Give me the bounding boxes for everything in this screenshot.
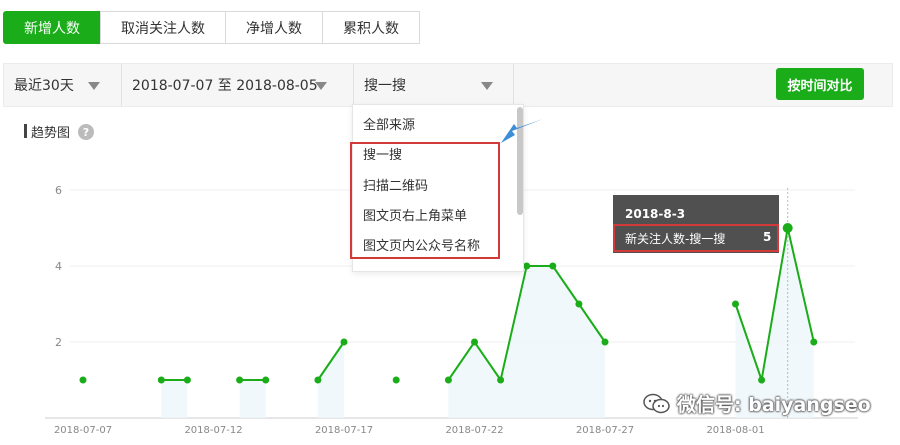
dropdown-item-article-account-name[interactable]: 图文页内公众号名称 (363, 239, 481, 254)
y-tick-label: 4 (55, 260, 62, 273)
x-tick-label: 2018-07-27 (576, 425, 634, 436)
data-point (444, 376, 452, 384)
section-title: 趋势图 (31, 126, 71, 141)
dropdown-item-search[interactable]: 搜一搜 (363, 148, 403, 163)
data-point (549, 262, 557, 270)
data-point (471, 338, 478, 346)
tooltip-value: 5 (763, 230, 772, 244)
watermark: 微信号: baiyangseo (643, 390, 871, 417)
date-range-picker[interactable]: 2018-07-07 至 2018-08-05 (122, 64, 354, 106)
data-point (497, 376, 505, 384)
data-point (392, 376, 400, 384)
series-line (734, 227, 815, 381)
x-tick-label: 2018-08-01 (706, 425, 764, 436)
x-tick-label: 2018-07-22 (445, 425, 503, 436)
source-select[interactable]: 搜一搜 (354, 64, 514, 106)
tab-new-followers[interactable]: 新增人数 (3, 11, 101, 44)
period-select[interactable]: 最近30天 (4, 64, 122, 106)
data-point (183, 376, 191, 384)
series-area (317, 342, 344, 418)
data-point (810, 338, 818, 346)
y-tick-label: 6 (55, 184, 62, 197)
chevron-down-icon (315, 82, 327, 90)
highlight-box (350, 142, 500, 259)
series-area (735, 228, 814, 418)
watermark-text: 微信号: baiyangseo (677, 394, 871, 416)
annotation-arrow (501, 119, 543, 143)
dropdown-item-article-menu[interactable]: 图文页右上角菜单 (363, 209, 468, 224)
tooltip-highlight-box (613, 224, 779, 252)
series-line (317, 341, 345, 381)
wechat-icon (643, 393, 671, 415)
x-tick-label: 2018-07-07 (54, 425, 112, 436)
section-marker (24, 124, 27, 138)
source-select-value: 搜一搜 (364, 78, 406, 94)
date-range-value: 2018-07-07 至 2018-08-05 (132, 78, 318, 94)
period-select-value: 最近30天 (14, 78, 74, 94)
tab-unfollow[interactable]: 取消关注人数 (100, 11, 226, 44)
tooltip-date: 2018-8-3 (625, 207, 686, 221)
compare-by-time-button[interactable]: 按时间对比 (776, 68, 864, 100)
dropdown-scrollbar[interactable] (517, 107, 523, 215)
dropdown-item-all-sources[interactable]: 全部来源 (363, 118, 416, 133)
data-point (758, 376, 766, 384)
data-point (262, 376, 270, 384)
data-point (575, 300, 583, 308)
chevron-down-icon (481, 82, 493, 90)
y-tick-label: 2 (55, 336, 62, 349)
chevron-down-icon (88, 82, 100, 90)
data-point (236, 376, 244, 384)
x-tick-label: 2018-07-12 (184, 425, 242, 436)
series-area (161, 380, 188, 418)
data-point (340, 338, 348, 346)
data-point (523, 262, 531, 270)
data-point (782, 223, 793, 233)
series-area (239, 380, 266, 418)
data-point (157, 376, 165, 384)
data-point (79, 376, 87, 384)
help-icon[interactable]: ? (78, 124, 94, 140)
tab-net-growth[interactable]: 净增人数 (225, 11, 323, 44)
tooltip-series-label: 新关注人数-搜一搜 (625, 232, 726, 246)
data-point (314, 376, 322, 384)
dropdown-item-qr-scan[interactable]: 扫描二维码 (363, 179, 429, 194)
source-dropdown: 全部来源 搜一搜 扫描二维码 图文页右上角菜单 图文页内公众号名称 (352, 104, 524, 272)
data-point (601, 338, 609, 346)
x-tick-label: 2018-07-17 (315, 425, 373, 436)
tab-cumulative[interactable]: 累积人数 (322, 11, 420, 44)
series-area (448, 266, 605, 418)
filter-bar: 最近30天 2018-07-07 至 2018-08-05 搜一搜 (3, 63, 893, 107)
data-point (732, 300, 739, 308)
